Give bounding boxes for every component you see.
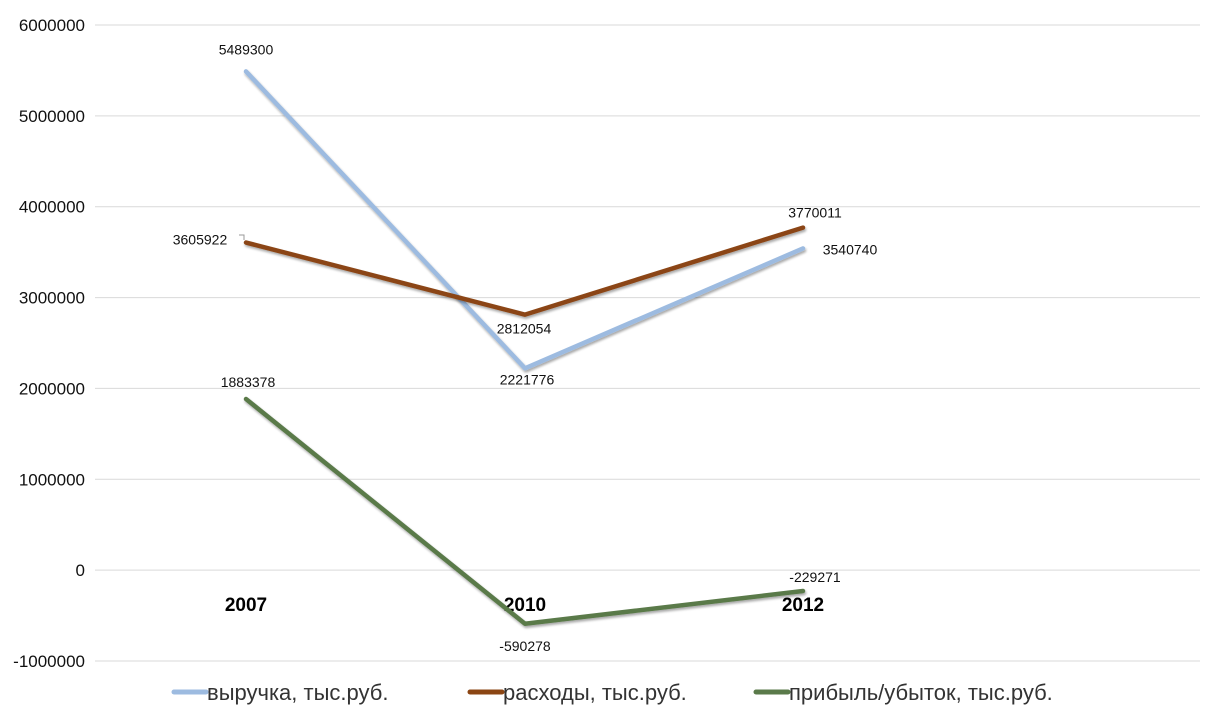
data-label: 3605922 [173, 232, 228, 248]
data-label: 3770011 [788, 205, 842, 221]
y-tick-label: 2000000 [19, 379, 85, 398]
gridlines [95, 24, 1200, 662]
category-label: 2007 [225, 595, 267, 616]
data-label: -590278 [499, 638, 551, 654]
y-tick-label: 6000000 [19, 16, 85, 35]
series-line-1 [243, 225, 806, 317]
legend-label: прибыль/убыток, тыс.руб. [789, 680, 1053, 705]
legend-label: выручка, тыс.руб. [207, 680, 388, 705]
data-label: 1883378 [221, 374, 276, 390]
data-label: -229271 [789, 569, 841, 585]
data-label: 5489300 [219, 41, 274, 57]
category-label: 2012 [782, 595, 824, 616]
y-tick-label: -1000000 [13, 652, 85, 671]
y-tick-label: 1000000 [19, 470, 85, 489]
label-leader-line [239, 234, 245, 240]
y-axis-tick-labels: -1000000 0 1000000 2000000 3000000 4000000 500… [13, 16, 85, 671]
legend-label: расходы, тыс.руб. [503, 680, 687, 705]
data-labels: 5489300 2221776 3540740 3605922 2812054 37700… [173, 41, 878, 653]
data-label: 2221776 [500, 371, 555, 387]
series-lines [243, 69, 806, 627]
x-axis-category-labels: 2007 2010 2012 [225, 595, 824, 616]
legend: выручка, тыс.руб. расходы, тыс.руб. прибыл… [171, 680, 1053, 705]
y-tick-label: 3000000 [19, 289, 85, 308]
y-tick-label: 0 [76, 561, 85, 580]
y-tick-label: 5000000 [19, 107, 85, 126]
data-label: 2812054 [497, 321, 552, 337]
y-tick-label: 4000000 [19, 198, 85, 217]
data-label: 3540740 [823, 241, 878, 257]
series-line-2 [243, 396, 806, 627]
category-label: 2010 [504, 595, 546, 616]
